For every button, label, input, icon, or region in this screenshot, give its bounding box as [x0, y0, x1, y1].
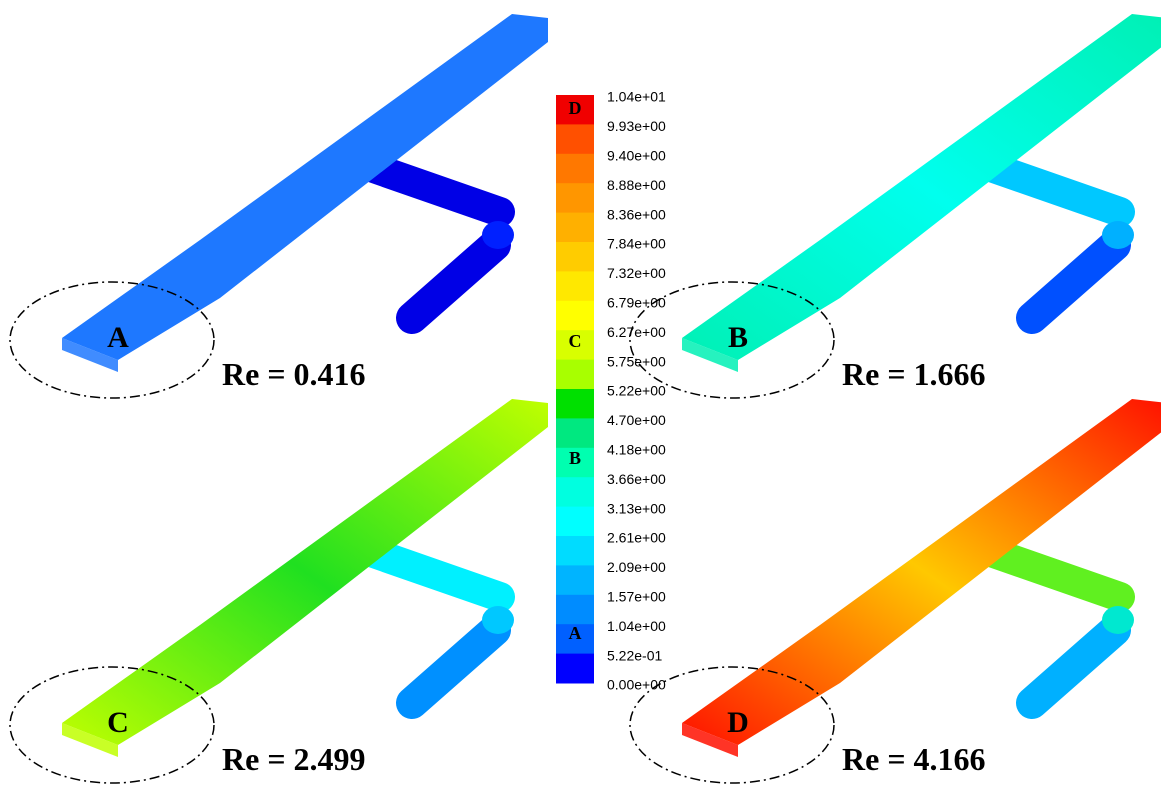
highlight-ellipse — [9, 666, 215, 784]
colorbar-label: 2.61e+00 — [607, 530, 666, 546]
knee — [482, 606, 514, 634]
colorbar-label: 5.75e+00 — [607, 353, 666, 369]
knee — [482, 221, 514, 249]
colorbar-label: 7.84e+00 — [607, 236, 666, 252]
channel-panel: B Re = 1.666 — [629, 14, 1161, 399]
main-channel — [62, 399, 548, 745]
reynolds-caption: Re = 0.416 — [222, 356, 366, 392]
knee — [1102, 606, 1134, 634]
colorbar-marker: C — [569, 331, 582, 351]
colorbar-label: 9.93e+00 — [607, 118, 666, 134]
leg — [396, 614, 511, 719]
colorbar-segment — [556, 212, 594, 243]
colorbar-segment — [556, 477, 594, 508]
branch — [970, 150, 1135, 227]
main-channel-side — [682, 338, 738, 372]
main-channel-side — [62, 723, 118, 757]
colorbar-segment — [556, 95, 594, 125]
colorbar-label: 9.40e+00 — [607, 148, 666, 164]
colorbar-segment — [556, 418, 594, 449]
panel-marker: B — [728, 321, 748, 354]
branch — [350, 535, 515, 612]
colorbar-segment — [556, 447, 594, 478]
knee — [1102, 221, 1134, 249]
colorbar-label: 0.00e+00 — [607, 677, 666, 693]
panel-marker: C — [107, 706, 129, 739]
colorbar-segment — [556, 624, 594, 655]
colorbar-label: 4.70e+00 — [607, 412, 666, 428]
main-channel-side — [62, 338, 118, 372]
colorbar-segment — [556, 271, 594, 302]
colorbar-label: 3.66e+00 — [607, 471, 666, 487]
leg — [396, 229, 511, 334]
colorbar-label: 3.13e+00 — [607, 500, 666, 516]
colorbar-label: 5.22e-01 — [607, 647, 662, 663]
colorbar-label: 5.22e+00 — [607, 383, 666, 399]
colorbar-segment — [556, 653, 594, 684]
colorbar-segment — [556, 330, 594, 361]
highlight-ellipse — [629, 666, 835, 784]
main-channel-side — [682, 723, 738, 757]
colorbar-segment — [556, 242, 594, 272]
channel-panel: C Re = 2.499 — [9, 399, 548, 784]
reynolds-caption: Re = 2.499 — [222, 741, 366, 777]
colorbar-label: 8.88e+00 — [607, 177, 666, 193]
main-channel — [682, 14, 1161, 360]
colorbar-label: 6.27e+00 — [607, 324, 666, 340]
colorbar-marker: D — [569, 98, 582, 118]
colorbar-marker: B — [569, 448, 581, 468]
colorbar-segment — [556, 389, 594, 419]
reynolds-caption: Re = 1.666 — [842, 356, 986, 392]
channel-panel: A Re = 0.416 — [9, 14, 548, 399]
colorbar-label: 6.79e+00 — [607, 295, 666, 311]
highlight-ellipse — [629, 281, 835, 399]
colorbar-label: 8.36e+00 — [607, 206, 666, 222]
reynolds-caption: Re = 4.166 — [842, 741, 986, 777]
main-channel — [62, 14, 548, 360]
colorbar-segment — [556, 359, 594, 390]
colorbar-segment — [556, 300, 594, 331]
branch — [350, 150, 515, 227]
panel-marker: A — [107, 321, 129, 354]
colorbar-segment — [556, 536, 594, 566]
colorbar-segment — [556, 506, 594, 537]
panel-marker: D — [727, 706, 749, 739]
colorbar-label: 4.18e+00 — [607, 442, 666, 458]
leg — [1016, 614, 1131, 719]
colorbar-label: 2.09e+00 — [607, 559, 666, 575]
colorbar-label: 1.04e+00 — [607, 618, 666, 634]
highlight-ellipse — [9, 281, 215, 399]
colorbar-label: 7.32e+00 — [607, 265, 666, 281]
colorbar-segment — [556, 124, 594, 155]
colorbar-label: 1.04e+01 — [607, 89, 666, 105]
colorbar-segment — [556, 594, 594, 625]
colorbar-segment — [556, 183, 594, 214]
colorbar-label: 1.57e+00 — [607, 589, 666, 605]
channel-panel: D Re = 4.166 — [629, 399, 1161, 784]
branch — [970, 535, 1135, 612]
leg — [1016, 229, 1131, 334]
colorbar-marker: A — [569, 623, 582, 643]
colorbar-segment — [556, 565, 594, 596]
colorbar-segment — [556, 153, 594, 184]
main-channel — [682, 399, 1161, 745]
